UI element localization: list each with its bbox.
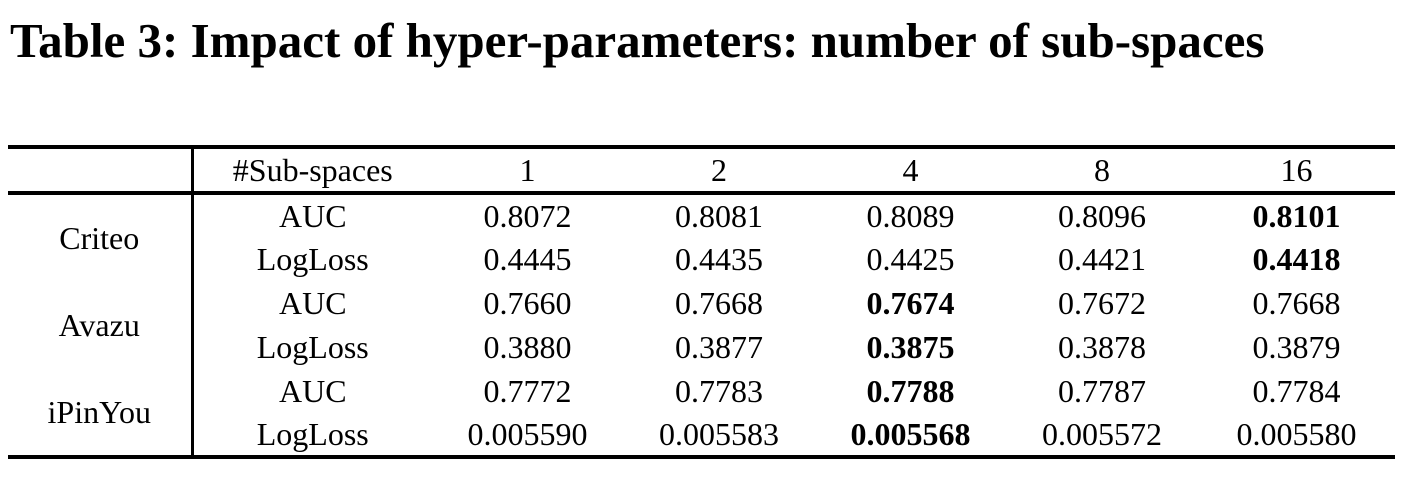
header-col-4: 4 bbox=[815, 147, 1006, 195]
value-cell: 0.7783 bbox=[675, 372, 763, 409]
value-cell: 0.3879 bbox=[1252, 328, 1341, 365]
metric-label: LogLoss bbox=[256, 240, 369, 277]
value-cell: 0.005590 bbox=[467, 415, 588, 452]
header-col-16: 16 bbox=[1198, 147, 1395, 195]
metric-label: LogLoss bbox=[256, 328, 369, 365]
value-cell: 0.4421 bbox=[1058, 240, 1146, 277]
table-row: LogLoss 0.005590 0.005583 0.005568 0.005… bbox=[8, 413, 1395, 457]
table-row: Avazu AUC 0.7660 0.7668 0.7674 0.7672 0.… bbox=[8, 281, 1395, 369]
value-cell: 0.4445 bbox=[483, 240, 572, 277]
metric-label: AUC bbox=[278, 197, 347, 234]
value-cell: 0.7788 bbox=[866, 372, 955, 409]
dataset-label-criteo: Criteo bbox=[8, 193, 194, 281]
metric-label: LogLoss bbox=[256, 415, 369, 452]
value-cell: 0.8089 bbox=[866, 197, 955, 234]
value-cell: 0.4425 bbox=[866, 240, 955, 277]
value-cell: 0.7672 bbox=[1058, 284, 1146, 321]
dataset-label-ipinyou: iPinYou bbox=[8, 369, 194, 457]
metric-label: AUC bbox=[278, 284, 347, 321]
header-col-2: 2 bbox=[623, 147, 815, 195]
value-cell: 0.3877 bbox=[675, 328, 763, 365]
value-cell: 0.8096 bbox=[1058, 197, 1146, 234]
value-cell: 0.4435 bbox=[675, 240, 763, 277]
value-cell: 0.3875 bbox=[866, 328, 955, 365]
dataset-label-avazu: Avazu bbox=[8, 281, 194, 369]
value-cell: 0.7660 bbox=[483, 284, 572, 321]
value-cell: 0.7772 bbox=[483, 372, 572, 409]
metric-label: AUC bbox=[278, 372, 347, 409]
value-cell: 0.7674 bbox=[866, 284, 955, 321]
table-row: LogLoss 0.3880 0.3877 0.3875 0.3878 0.38… bbox=[8, 325, 1395, 369]
results-table: #Sub-spaces 1 2 4 8 16 Criteo AUC 0.8072… bbox=[8, 145, 1395, 459]
value-cell: 0.7668 bbox=[675, 284, 763, 321]
table-row: Criteo AUC 0.8072 0.8081 0.8089 0.8096 0… bbox=[8, 193, 1395, 281]
header-subspaces-label: #Sub-spaces bbox=[192, 147, 432, 195]
table-row: iPinYou AUC 0.7772 0.7783 0.7788 0.7787 … bbox=[8, 369, 1395, 457]
value-cell: 0.7787 bbox=[1058, 372, 1146, 409]
table-caption: Table 3: Impact of hyper-parameters: num… bbox=[10, 13, 1265, 68]
header-empty-cell bbox=[8, 147, 194, 195]
value-cell: 0.7784 bbox=[1252, 372, 1341, 409]
value-cell: 0.4418 bbox=[1252, 240, 1341, 277]
value-cell: 0.005583 bbox=[659, 415, 779, 452]
value-cell: 0.3880 bbox=[483, 328, 572, 365]
value-cell: 0.8081 bbox=[675, 197, 763, 234]
value-cell: 0.7668 bbox=[1252, 284, 1341, 321]
value-cell: 0.005568 bbox=[850, 415, 971, 452]
value-cell: 0.005572 bbox=[1042, 415, 1162, 452]
value-cell: 0.3878 bbox=[1058, 328, 1146, 365]
table-header-row: #Sub-spaces 1 2 4 8 16 bbox=[8, 147, 1395, 195]
value-cell: 0.8101 bbox=[1252, 197, 1341, 234]
value-cell: 0.8072 bbox=[483, 197, 572, 234]
table-row: LogLoss 0.4445 0.4435 0.4425 0.4421 0.44… bbox=[8, 237, 1395, 281]
header-col-1: 1 bbox=[432, 147, 623, 195]
header-col-8: 8 bbox=[1006, 147, 1198, 195]
value-cell: 0.005580 bbox=[1236, 415, 1357, 452]
